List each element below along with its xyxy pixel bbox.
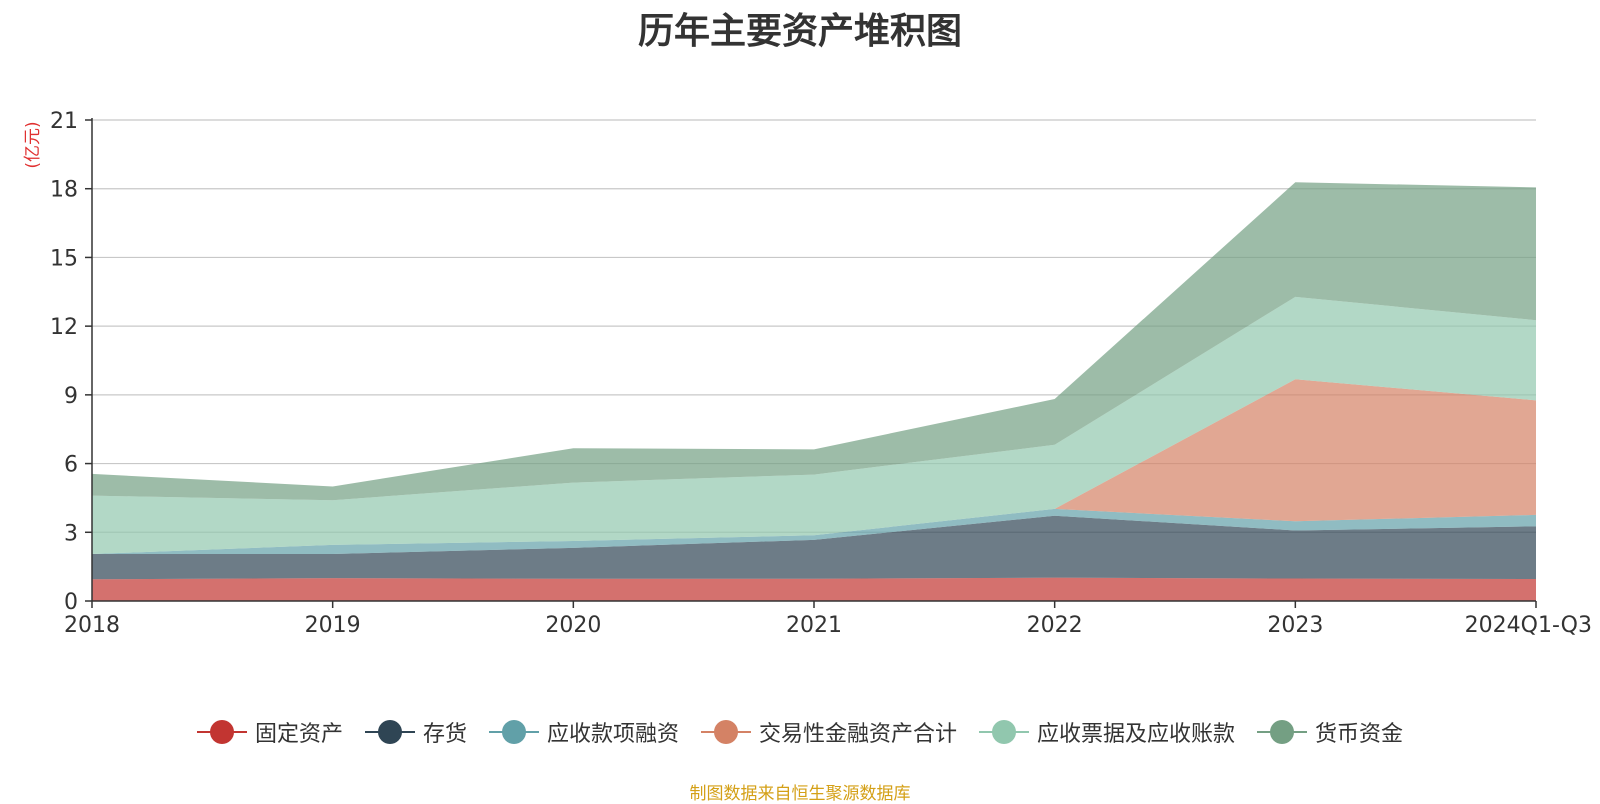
y-tick-label: 6 xyxy=(64,453,78,478)
x-tick-label: 2024Q1-Q3 xyxy=(1465,613,1592,638)
y-tick-label: 21 xyxy=(50,109,78,134)
y-tick-label: 12 xyxy=(50,315,78,340)
legend-label: 应收票据及应收账款 xyxy=(1037,722,1236,747)
chart-plot: 0 3 6 9 12 15 18 21 2018 2019 2020 2021 2022 2023 2024… xyxy=(23,109,1592,638)
legend-label: 应收款项融资 xyxy=(546,722,679,747)
legend-label: 固定资产 xyxy=(254,722,343,747)
y-unit-label: (亿元) xyxy=(23,121,43,168)
y-tick-label: 9 xyxy=(64,384,78,409)
area-series-货币资金 xyxy=(92,182,1536,501)
legend-marker-icon xyxy=(701,719,751,745)
legend-label: 交易性金融资产合计 xyxy=(759,722,958,747)
legend-item[interactable]: 应收票据及应收账款 xyxy=(979,716,1235,748)
x-tick-label: 2018 xyxy=(64,613,120,638)
area-series-交易性金融资产合计 xyxy=(92,379,1536,555)
y-tick-label: 15 xyxy=(50,246,78,271)
legend-label: 货币资金 xyxy=(1315,722,1404,747)
legend-marker-icon xyxy=(196,719,247,745)
legend-marker-icon xyxy=(979,719,1030,745)
area-series-应收款项融资 xyxy=(92,508,1536,555)
legend-item[interactable]: 固定资产 xyxy=(196,716,343,748)
legend-item[interactable]: 货币资金 xyxy=(1257,716,1403,748)
legend-item[interactable]: 应收款项融资 xyxy=(488,716,679,748)
area-series-应收票据及应收账款 xyxy=(92,296,1536,555)
legend-item[interactable]: 存货 xyxy=(364,716,467,748)
x-tick-label: 2020 xyxy=(545,613,601,638)
x-tick-label: 2019 xyxy=(305,613,361,638)
source-note: 制图数据来自恒生聚源数据库 xyxy=(689,784,911,804)
area-series-固定资产 xyxy=(92,577,1536,601)
legend-label: 存货 xyxy=(422,722,467,747)
legend: 固定资产 存货 应收款项融资 交易性金融资产合计 应收票据及应收账款 货币资金 xyxy=(0,716,1600,748)
legend-item[interactable]: 交易性金融资产合计 xyxy=(701,716,957,748)
area-series-存货 xyxy=(92,515,1536,580)
axes: 0 3 6 9 12 15 18 21 2018 2019 2020 2021 2022 2023 2024… xyxy=(50,109,1592,638)
y-tick-label: 0 xyxy=(64,590,78,615)
x-tick-label: 2022 xyxy=(1027,613,1083,638)
chart-title: 历年主要资产堆积图 xyxy=(637,11,962,52)
legend-marker-icon xyxy=(1257,719,1308,745)
legend-marker-icon xyxy=(488,719,539,745)
x-tick-label: 2023 xyxy=(1267,613,1323,638)
stacked-areas xyxy=(92,182,1536,601)
y-tick-label: 3 xyxy=(64,521,78,546)
legend-marker-icon xyxy=(364,719,415,745)
y-tick-label: 18 xyxy=(50,178,78,203)
x-tick-label: 2021 xyxy=(786,613,842,638)
